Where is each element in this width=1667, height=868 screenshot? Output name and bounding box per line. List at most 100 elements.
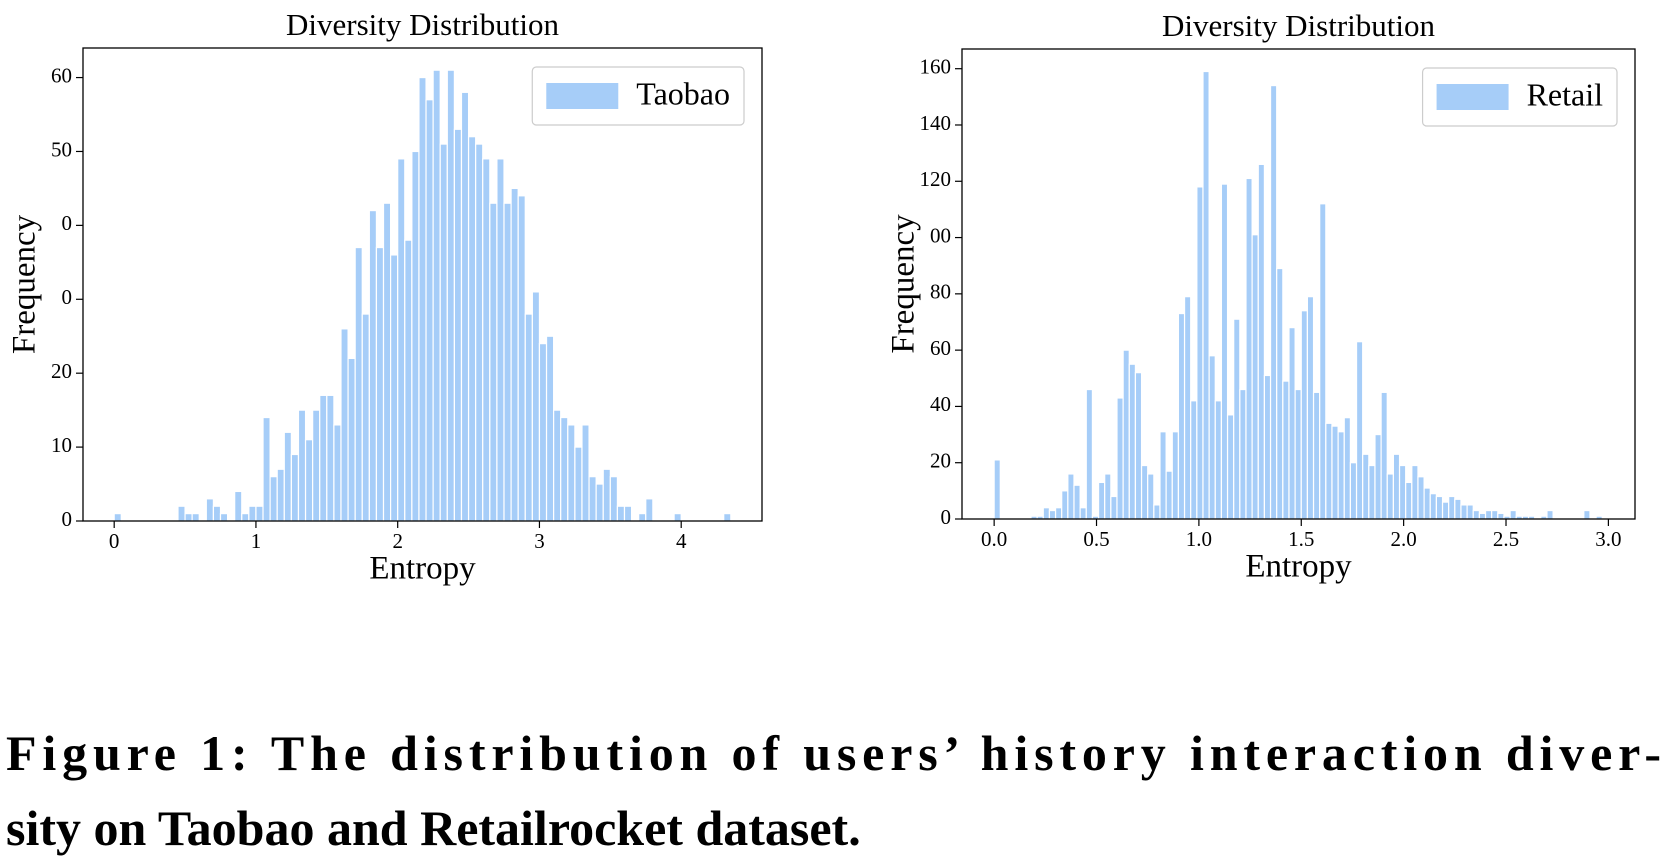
bar: [212, 505, 222, 522]
bar: [1343, 417, 1352, 520]
bar: [638, 513, 647, 522]
x-tick-label: 3: [534, 529, 545, 553]
bar: [1196, 186, 1204, 520]
bar: [1411, 464, 1419, 520]
bar: [1282, 380, 1290, 520]
bar: [1380, 391, 1388, 520]
bar: [1147, 473, 1155, 520]
bar: [1355, 341, 1364, 520]
bar: [609, 476, 619, 522]
bar: [411, 150, 420, 522]
bar: [1312, 391, 1321, 520]
bar: [1085, 388, 1094, 520]
bar: [333, 424, 342, 522]
bar: [1104, 473, 1112, 520]
bar: [1306, 296, 1315, 520]
bar: [538, 343, 548, 522]
bar: [510, 187, 519, 522]
y-tick-label: 0: [62, 211, 73, 235]
bar: [276, 468, 285, 522]
bar: [234, 490, 243, 522]
bar: [1276, 267, 1284, 520]
bar: [184, 513, 193, 522]
bar: [1134, 372, 1143, 520]
bar: [1159, 431, 1167, 520]
legend-frame: [1421, 67, 1618, 127]
bar: [1239, 388, 1247, 520]
y-tick-label: 00: [930, 223, 951, 247]
bar: [1165, 470, 1173, 520]
bar: [375, 246, 385, 522]
bar: [347, 357, 356, 522]
y-tick-label: 0: [62, 507, 73, 531]
y-tick-label: 140: [920, 111, 952, 135]
bar: [177, 505, 186, 522]
bar: [673, 513, 682, 522]
bar: [1067, 473, 1075, 520]
bar: [283, 431, 292, 522]
bar: [241, 513, 250, 522]
bar: [1110, 495, 1118, 520]
x-tick-label: 0.0: [981, 527, 1007, 551]
bar: [1269, 84, 1278, 520]
legend-label: Retail: [1527, 76, 1604, 112]
bar: [1472, 509, 1480, 520]
bar: [382, 202, 392, 522]
bar: [1054, 507, 1063, 520]
y-axis-label: Frequency: [7, 214, 43, 354]
bar: [1448, 495, 1456, 520]
y-tick-label: 40: [930, 392, 951, 416]
bar: [993, 459, 1001, 520]
bar: [1319, 203, 1327, 520]
bar: [418, 76, 427, 522]
bar: [1325, 422, 1333, 520]
bar: [1042, 507, 1051, 520]
bar: [524, 313, 533, 522]
bar: [517, 195, 526, 522]
bar: [467, 136, 477, 522]
legend-swatch: [1436, 84, 1509, 110]
bar: [1116, 397, 1124, 520]
bar: [1374, 433, 1382, 520]
bar: [460, 91, 470, 522]
x-tick-label: 0.5: [1083, 527, 1109, 551]
bar: [453, 128, 463, 522]
bar: [545, 335, 555, 522]
bar: [1484, 509, 1493, 520]
bar: [1257, 163, 1266, 520]
bar: [1263, 374, 1272, 520]
bar: [432, 69, 441, 522]
bar: [1288, 327, 1296, 520]
x-tick-label: 2.5: [1493, 527, 1519, 551]
bar: [397, 158, 406, 522]
bar: [553, 409, 562, 522]
bar: [1177, 312, 1186, 520]
bar: [113, 513, 122, 522]
bar: [1337, 431, 1345, 520]
x-tick-label: 4: [676, 529, 687, 553]
bar: [489, 202, 498, 522]
bar: [1128, 363, 1137, 520]
bar: [1509, 509, 1517, 520]
bar: [1294, 388, 1302, 520]
bar: [1349, 462, 1358, 520]
bar: [368, 209, 378, 522]
chart-title: Diversity Distribution: [286, 7, 559, 42]
bar: [326, 394, 335, 522]
bar: [1331, 425, 1339, 520]
bar: [1454, 498, 1462, 520]
x-axis-label: Entropy: [1245, 549, 1352, 585]
x-tick-label: 1: [251, 529, 262, 553]
y-tick-label: 80: [930, 280, 951, 304]
bar: [616, 505, 626, 522]
x-tick-label: 0: [109, 529, 120, 553]
bar: [1073, 484, 1081, 520]
bar: [1183, 296, 1192, 520]
bar: [1079, 507, 1087, 520]
bar: [1233, 318, 1241, 520]
y-tick-label: 20: [930, 449, 951, 473]
bar: [1368, 464, 1376, 520]
bar: [1466, 504, 1474, 520]
bar: [1423, 487, 1431, 520]
